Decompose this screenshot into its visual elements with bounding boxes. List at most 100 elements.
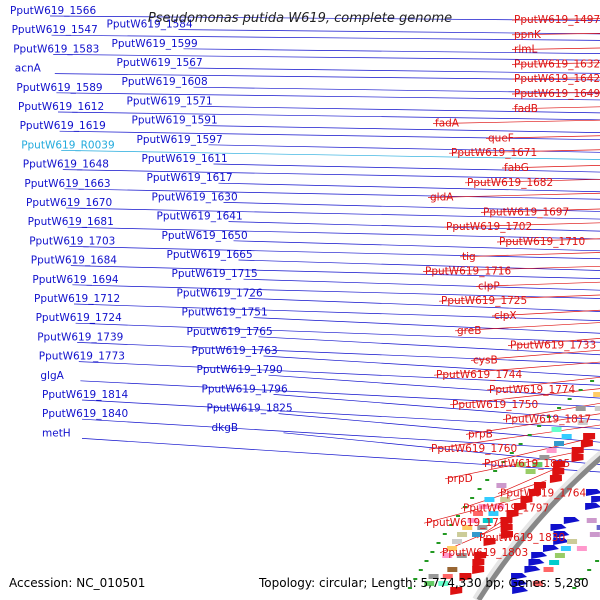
left-gene-label[interactable]: PputW619_1611 [142, 153, 228, 165]
left-gene-label[interactable]: PputW619_1617 [147, 172, 233, 184]
left-gene-label[interactable]: metH [42, 427, 71, 439]
right-gene-label[interactable]: rlmL [514, 44, 537, 56]
right-gene-label[interactable]: clpX [494, 310, 517, 322]
left-gene-label[interactable]: PputW619_1584 [107, 19, 193, 31]
minus-strand-feature [543, 545, 560, 552]
left-gene-label[interactable]: PputW619_1547 [12, 24, 98, 36]
right-gene-label[interactable]: greB [457, 325, 481, 337]
left-gene-label[interactable]: PputW619_1796 [202, 383, 288, 395]
right-gene-label[interactable]: ppnK [514, 29, 542, 41]
left-gene-label[interactable]: PputW619_1840 [42, 408, 128, 420]
right-gene-label[interactable]: PputW619_1725 [441, 295, 527, 307]
right-gene-label[interactable]: PputW619_1776 [426, 517, 512, 529]
right-gene-label[interactable]: PputW619_1733 [510, 340, 596, 352]
right-gene-label[interactable]: PputW619_1632 [514, 58, 600, 70]
left-gene-label[interactable]: PputW619_1597 [137, 134, 223, 146]
left-gene-label[interactable]: PputW619_1751 [182, 307, 268, 319]
left-gene-label[interactable]: PputW619_1566 [10, 5, 96, 17]
left-gene-label[interactable]: acnA [15, 63, 42, 75]
left-gene-label[interactable]: PputW619_1589 [16, 82, 102, 94]
left-gene-label[interactable]: dkgB [212, 422, 239, 434]
right-gene-label[interactable]: gldA [430, 192, 454, 204]
right-callout-line [486, 376, 600, 391]
inner-tick-mark [579, 578, 584, 580]
left-gene-label[interactable]: glgA [40, 370, 64, 382]
left-gene-label[interactable]: PputW619_1712 [34, 293, 120, 305]
left-gene-label[interactable]: PputW619_1612 [18, 101, 104, 113]
left-gene-label[interactable]: PputW619_1694 [32, 274, 118, 286]
left-gene-label[interactable]: PputW619_1583 [13, 43, 99, 55]
outer-tick-mark [462, 506, 467, 508]
right-callout-line [511, 32, 600, 36]
right-gene-label[interactable]: prpD [447, 473, 473, 485]
left-gene-label[interactable]: PputW619_1763 [192, 345, 278, 357]
right-gene-label[interactable]: PputW619_1805 [484, 458, 570, 470]
right-gene-label[interactable]: PputW619_1803 [442, 547, 528, 559]
left-gene-label[interactable]: PputW619_1825 [207, 403, 293, 415]
left-gene-label[interactable]: PputW619_1567 [117, 57, 203, 69]
left-gene-label[interactable]: PputW619_1724 [36, 312, 122, 324]
left-gene-label[interactable]: PputW619_R0039 [21, 139, 114, 151]
left-gene-label[interactable]: PputW619_1684 [31, 255, 117, 267]
right-gene-label[interactable]: fadA [435, 118, 460, 130]
plus-strand-feature [459, 573, 472, 581]
left-gene-label[interactable]: PputW619_1619 [20, 120, 106, 132]
right-gene-label[interactable]: PputW619_1716 [425, 266, 511, 278]
left-gene-label[interactable]: PputW619_1599 [112, 38, 198, 50]
right-gene-label[interactable]: PputW619_1764 [500, 488, 586, 500]
left-gene-label[interactable]: PputW619_1650 [162, 230, 248, 242]
right-gene-label[interactable]: PputW619_1797 [463, 502, 549, 514]
right-gene-label[interactable]: PputW619_1710 [499, 236, 585, 248]
left-gene-label[interactable]: PputW619_1648 [23, 159, 109, 171]
left-gene-label[interactable]: PputW619_1591 [132, 115, 218, 127]
left-gene-label[interactable]: PputW619_1608 [122, 76, 208, 88]
right-gene-label[interactable]: fadB [514, 103, 538, 115]
right-gene-label[interactable]: tig [462, 251, 476, 263]
right-gene-label[interactable]: queF [488, 132, 514, 144]
right-gene-label[interactable]: PputW619_1774 [489, 384, 575, 396]
left-callout-line [273, 394, 600, 421]
left-gene-label[interactable]: PputW619_1814 [42, 389, 128, 401]
right-gene-label[interactable]: clpP [478, 280, 500, 292]
right-gene-label[interactable]: PputW619_1830 [479, 532, 565, 544]
left-gene-label[interactable]: PputW619_1670 [26, 197, 112, 209]
plus-strand-feature [580, 440, 593, 448]
cog-category-box [554, 441, 565, 446]
right-gene-label[interactable]: PputW619_1744 [436, 369, 522, 381]
left-callout-line [62, 169, 600, 180]
left-gene-label[interactable]: PputW619_1739 [37, 331, 123, 343]
left-gene-label[interactable]: PputW619_1773 [39, 351, 125, 363]
left-gene-label[interactable]: PputW619_1715 [172, 268, 258, 280]
right-callout-line [511, 106, 600, 110]
right-gene-label[interactable]: PputW619_1649 [514, 88, 600, 100]
right-gene-label[interactable]: PputW619_1671 [451, 147, 537, 159]
left-gene-label[interactable]: PputW619_1663 [24, 178, 110, 190]
left-gene-label[interactable]: PputW619_1765 [187, 326, 273, 338]
right-gene-label[interactable]: fabG [504, 162, 529, 174]
right-gene-label[interactable]: PputW619_1642 [514, 73, 600, 85]
cog-category-box [424, 581, 435, 586]
right-gene-label[interactable]: PputW619_1682 [467, 177, 553, 189]
left-gene-label[interactable]: PputW619_1726 [177, 287, 263, 299]
left-callout-line [59, 130, 600, 141]
right-gene-label[interactable]: cysB [473, 354, 498, 366]
right-gene-label[interactable]: PputW619_1702 [446, 221, 532, 233]
right-gene-label[interactable]: PputW619_1760 [431, 443, 517, 455]
left-gene-label[interactable]: PputW619_1665 [167, 249, 253, 261]
left-gene-label[interactable]: PputW619_1630 [152, 191, 238, 203]
left-gene-label[interactable]: PputW619_1681 [28, 216, 114, 228]
left-gene-label[interactable]: PputW619_1641 [157, 211, 243, 223]
right-gene-label[interactable]: PputW619_1817 [505, 414, 591, 426]
right-gene-label[interactable]: prpB [468, 428, 493, 440]
right-callout-line [459, 252, 600, 258]
left-gene-label[interactable]: PputW619_1703 [29, 235, 115, 247]
right-gene-label[interactable]: PputW619_1750 [452, 399, 538, 411]
right-callout-line [511, 47, 600, 50]
right-gene-label[interactable]: PputW619_1497 [514, 14, 600, 26]
left-gene-label[interactable]: PputW619_1571 [127, 95, 213, 107]
plus-strand-feature [552, 468, 565, 476]
left-gene-label[interactable]: PputW619_1790 [197, 364, 283, 376]
right-callout-line [432, 119, 600, 124]
right-gene-label[interactable]: PputW619_1697 [483, 206, 569, 218]
